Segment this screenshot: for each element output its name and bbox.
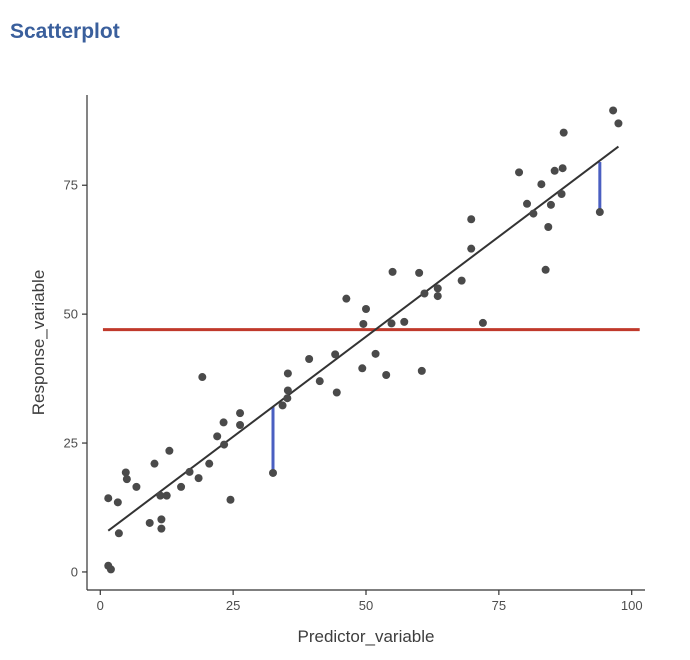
data-point (417, 366, 426, 375)
data-point (278, 401, 287, 410)
data-point (362, 304, 370, 313)
x-tick-label: 100 (621, 598, 643, 613)
data-point (559, 128, 568, 137)
data-point (283, 369, 292, 378)
x-tick-label: 50 (359, 598, 373, 613)
data-point (467, 244, 476, 253)
data-point (177, 482, 186, 491)
data-points (104, 106, 623, 574)
data-point (315, 377, 324, 386)
data-point (236, 421, 245, 429)
data-point (415, 268, 424, 277)
data-point (162, 491, 171, 500)
y-tick-label: 50 (64, 307, 78, 322)
data-point (457, 276, 466, 285)
data-point (387, 319, 396, 328)
y-axis-title: Response_variable (29, 270, 48, 416)
data-point (331, 350, 340, 359)
data-point (121, 468, 130, 477)
data-point (515, 168, 524, 177)
regression-line (107, 145, 620, 532)
data-point (113, 498, 122, 507)
data-point (433, 292, 442, 301)
data-point (165, 446, 174, 455)
data-point (550, 166, 559, 175)
fit-lines (102, 145, 640, 532)
x-tick-label: 0 (97, 598, 104, 613)
x-tick-label: 25 (226, 598, 240, 613)
data-point (557, 190, 566, 198)
data-point (132, 482, 141, 491)
data-point (114, 529, 123, 538)
data-point (400, 317, 409, 326)
data-point (467, 215, 476, 224)
data-point (537, 180, 546, 189)
data-point (106, 565, 115, 574)
data-point (546, 200, 555, 209)
data-point (342, 294, 351, 303)
data-point (104, 494, 113, 503)
data-point (194, 474, 203, 483)
data-point (609, 106, 618, 115)
data-point (388, 267, 397, 276)
data-point (541, 265, 550, 274)
data-point (358, 364, 367, 373)
residual-lines (271, 162, 602, 473)
data-point (614, 119, 623, 128)
data-point (185, 467, 194, 476)
x-axis-title: Predictor_variable (297, 627, 434, 646)
data-point (382, 370, 391, 379)
data-point (220, 440, 229, 449)
data-point (420, 289, 429, 298)
data-point (198, 373, 207, 382)
data-point (145, 518, 154, 527)
data-point (558, 164, 567, 173)
data-point (150, 459, 159, 468)
x-tick-label: 75 (492, 598, 506, 613)
y-tick-label: 0 (71, 564, 78, 579)
data-point (478, 318, 487, 327)
data-point (213, 432, 222, 441)
page-title: Scatterplot (10, 20, 120, 43)
data-point (122, 475, 131, 484)
data-point (157, 515, 166, 524)
data-point (236, 409, 245, 418)
data-point (595, 208, 604, 217)
data-point (283, 386, 292, 395)
y-axis-ticks: 0 25 50 75 (64, 178, 87, 579)
data-point (544, 223, 553, 231)
data-point (305, 355, 314, 363)
y-tick-label: 25 (64, 436, 78, 451)
x-axis-ticks: 0 25 50 75 100 (97, 590, 643, 613)
data-point (359, 319, 368, 328)
data-point (156, 491, 165, 500)
y-tick-label: 75 (64, 178, 78, 193)
data-point (226, 495, 235, 504)
axes: 0 25 50 75 100 0 25 50 75 (64, 95, 645, 613)
data-point (529, 209, 538, 218)
data-point (371, 349, 380, 358)
data-point (332, 388, 341, 397)
data-point (157, 524, 166, 533)
data-point (433, 284, 442, 293)
data-point (269, 468, 277, 477)
data-point (523, 199, 532, 208)
data-point (219, 418, 228, 427)
data-point (283, 394, 292, 403)
data-point (205, 459, 214, 468)
